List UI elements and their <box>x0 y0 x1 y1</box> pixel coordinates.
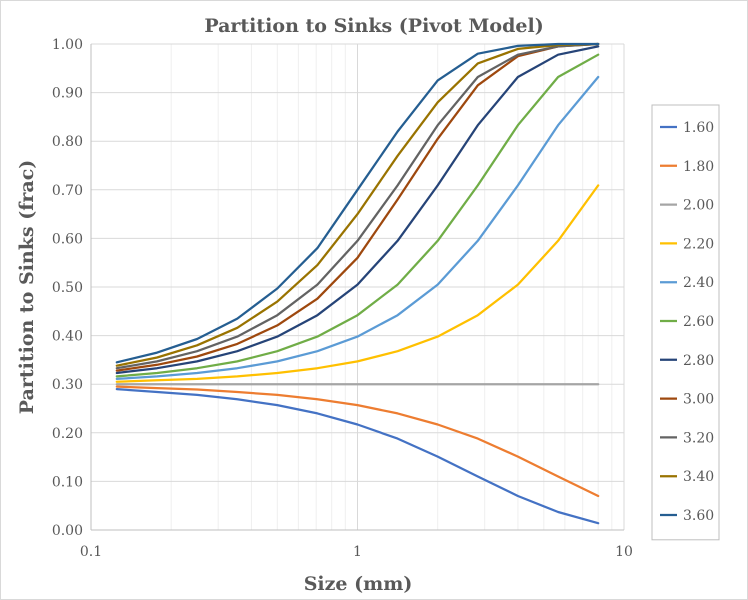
legend-label: 2.60 <box>683 314 714 330</box>
tick-labels: 0.00 0.10 0.20 0.30 0.40 0.50 0.60 0.70 0.80 0.90… <box>52 37 633 560</box>
axes <box>90 44 624 531</box>
y-axis-title: Partition to Sinks (frac) <box>16 160 38 415</box>
series-line-3.40 <box>115 42 600 367</box>
series-line-2.80 <box>115 45 600 375</box>
series-line-3.00 <box>115 42 600 372</box>
legend-label: 3.40 <box>683 469 714 485</box>
x-tick-label: 10 <box>615 544 633 560</box>
y-tick-label: 0.30 <box>52 377 83 393</box>
y-tick-label: 0.00 <box>52 523 83 539</box>
series-lines <box>115 42 600 525</box>
legend-label: 2.40 <box>683 275 714 291</box>
grid <box>90 43 625 531</box>
y-tick-label: 0.80 <box>52 134 83 150</box>
y-tick-label: 0.40 <box>52 329 83 345</box>
series-line-3.20 <box>115 42 600 370</box>
y-tick-label: 1.00 <box>52 37 83 53</box>
legend-label: 1.60 <box>683 120 714 136</box>
legend-label: 1.80 <box>683 159 714 175</box>
legend-label: 3.00 <box>683 392 714 408</box>
series-line-1.60 <box>115 387 600 525</box>
y-tick-label: 0.90 <box>52 86 83 102</box>
series-line-2.60 <box>115 53 600 378</box>
legend-label: 2.00 <box>683 198 714 214</box>
chart-title: Partition to Sinks (Pivot Model) <box>204 15 543 37</box>
series-line-2.20 <box>115 184 600 383</box>
series-line-3.60 <box>115 42 600 364</box>
legend-box <box>651 104 720 541</box>
x-tick-label: 1 <box>353 544 362 560</box>
legend-label: 3.20 <box>683 430 714 446</box>
y-tick-label: 0.70 <box>52 183 83 199</box>
x-axis-title: Size (mm) <box>304 573 413 595</box>
y-tick-label: 0.10 <box>52 474 83 490</box>
legend-label: 2.20 <box>683 236 714 252</box>
y-tick-label: 0.60 <box>52 231 83 247</box>
series-line-2.40 <box>115 75 600 381</box>
legend-label: 2.80 <box>683 353 714 369</box>
legend-label: 3.60 <box>683 508 714 524</box>
x-tick-label: 0.1 <box>80 544 102 560</box>
y-tick-label: 0.20 <box>52 426 83 442</box>
series-line-1.80 <box>115 385 600 498</box>
legend: 1.60 1.80 2.00 2.20 2.40 2.60 2.80 3.00 3.20 3.40… <box>651 104 720 541</box>
y-tick-label: 0.50 <box>52 280 83 296</box>
